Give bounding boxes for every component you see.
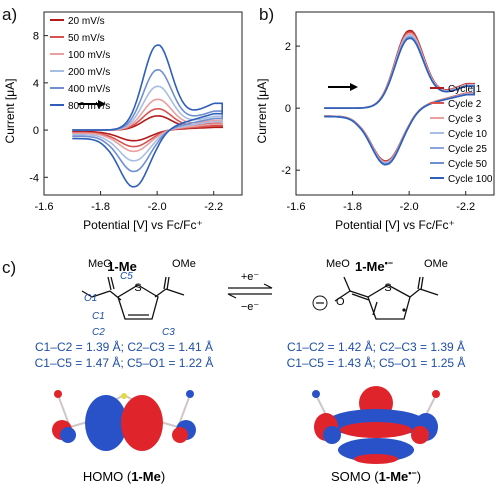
x-tick-label: -2.0: [400, 201, 419, 213]
atom-label-o1: O1: [84, 293, 97, 304]
legend-label: 50 mV/s: [68, 33, 105, 44]
oxygen-atom-label: O: [336, 296, 345, 308]
methoxy-label-right-right: OMe: [424, 258, 448, 270]
backward-arrow: [227, 293, 272, 299]
atom-label-c5: C5: [120, 271, 133, 282]
atom-label-c3: C3: [162, 327, 175, 338]
panel-label-b: b): [259, 5, 275, 24]
backward-reaction-label: −e⁻: [241, 301, 260, 313]
x-tick-label: -2.0: [148, 201, 167, 213]
x-tick-label: -1.8: [91, 201, 110, 213]
x-tick-label: -2.2: [456, 201, 475, 213]
left-molecule-title: 1-Me: [107, 259, 137, 274]
forward-arrow: [228, 283, 273, 289]
homo-caption: HOMO (1-Me): [83, 469, 165, 484]
y-tick-label: -4: [29, 172, 39, 184]
y-tick-label: 0: [285, 103, 291, 115]
y-tick-label: 0: [33, 125, 39, 137]
sulfur-atom-label: S: [134, 282, 141, 294]
x-tick-label: -1.6: [35, 201, 54, 213]
x-tick-label: -2.2: [204, 201, 223, 213]
legend-label: 400 mV/s: [68, 84, 110, 95]
y-tick-label: 8: [33, 31, 39, 43]
legend-label: 800 mV/s: [68, 101, 110, 112]
cv-chart-a: -1.6 -1.8 -2.0 -2.2 -4 0 4 8 20 mV/s 50 mV/s 100 m…: [3, 11, 243, 232]
x-tick-label: -1.6: [287, 201, 306, 213]
reaction-scheme: 1-Me S MeO OMe O1 C5 C1 C2 C3 +e⁻ −e⁻ 1-…: [35, 258, 466, 484]
legend-label: Cycle 2: [448, 99, 482, 110]
left-bond-lengths-line2: C1–C5 = 1.47 Å; C5–O1 = 1.22 Å: [35, 355, 214, 370]
methoxy-label-left: MeO: [88, 258, 112, 270]
panel-label-a: a): [2, 5, 18, 24]
somo-caption: SOMO (1-Me•−): [331, 468, 421, 484]
legend-label: 20 mV/s: [68, 16, 105, 27]
legend-label: Cycle 3: [448, 114, 482, 125]
right-molecule-structure: [334, 276, 439, 320]
panel-label-c: c): [2, 258, 17, 277]
scan-direction-arrowhead: [350, 83, 358, 91]
legend-label: Cycle 50: [448, 159, 487, 170]
sulfur-atom-label-right: S: [384, 282, 391, 294]
atom-label-c1: C1: [92, 311, 105, 322]
plot-frame: [295, 11, 495, 196]
right-molecule-title: 1-Me•−: [355, 258, 393, 274]
x-axis-label: Potential [V] vs Fc/Fc⁺: [335, 218, 455, 232]
left-bond-lengths-line1: C1–C2 = 1.39 Å; C2–C3 = 1.41 Å: [35, 339, 213, 354]
forward-reaction-label: +e⁻: [241, 271, 260, 283]
scan-direction-arrowhead: [98, 100, 106, 108]
x-tick-label: -1.8: [343, 201, 362, 213]
right-bond-lengths-line1: C1–C2 = 1.42 Å; C2–C3 = 1.39 Å: [287, 339, 465, 354]
methoxy-label-left-right: MeO: [326, 258, 350, 270]
series-line: [324, 37, 475, 166]
legend-label: Cycle 100: [448, 174, 493, 185]
series-line: [72, 85, 223, 162]
right-bond-lengths-line2: C1–C5 = 1.43 Å; C5–O1 = 1.25 Å: [287, 355, 466, 370]
series-line: [72, 44, 223, 188]
legend-label: Cycle 25: [448, 144, 487, 155]
atom-label-c2: C2: [92, 327, 105, 338]
legend-label: Cycle 10: [448, 129, 487, 140]
radical-dot: [402, 308, 406, 312]
cv-chart-b: -1.6 -1.8 -2.0 -2.2 -2 0 2 Cycle 1 Cycle 2 Cycle …: [255, 11, 495, 232]
somo-orbital-image: [312, 386, 440, 464]
y-tick-label: 4: [33, 78, 39, 90]
methoxy-label-right: OMe: [172, 258, 196, 270]
plot-frame: [43, 11, 243, 196]
homo-orbital-image: [52, 390, 196, 451]
x-axis-label: Potential [V] vs Fc/Fc⁺: [83, 218, 203, 232]
legend-label: Cycle 1: [448, 84, 482, 95]
y-tick-label: 2: [285, 41, 291, 53]
legend-label: 100 mV/s: [68, 50, 110, 61]
y-axis-label: Current [μA]: [255, 79, 269, 144]
legend-label: 200 mV/s: [68, 67, 110, 78]
negative-charge-circle: [312, 295, 328, 311]
y-axis-label: Current [μA]: [3, 79, 17, 144]
series-line: [72, 69, 223, 173]
y-tick-label: -2: [281, 165, 291, 177]
left-molecule-structure: [81, 276, 185, 320]
